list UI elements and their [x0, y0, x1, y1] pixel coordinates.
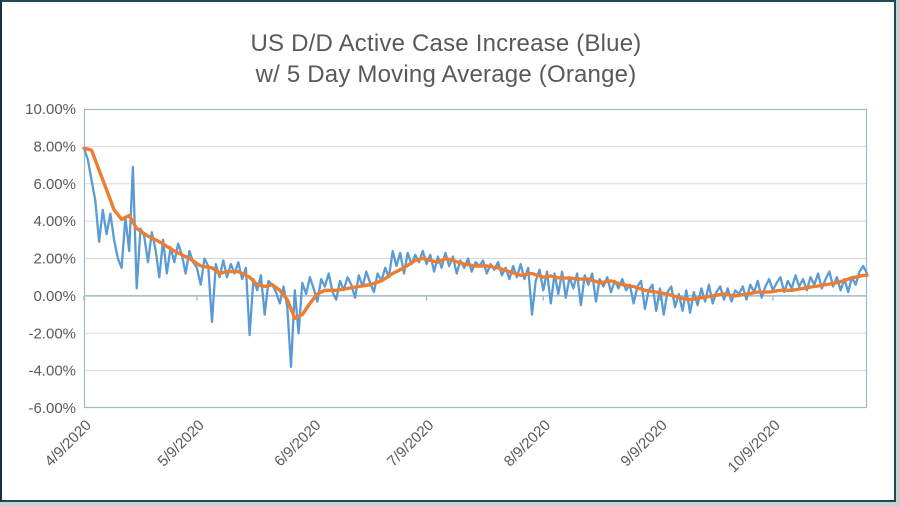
x-axis-label: 7/9/2020: [384, 417, 437, 470]
y-axis-label: -4.00%: [28, 363, 76, 380]
x-axis-label: 4/9/2020: [42, 417, 95, 470]
x-axis-label: 5/9/2020: [154, 417, 207, 470]
y-axis-label: 2.00%: [33, 251, 76, 268]
y-axis-label: -6.00%: [28, 400, 76, 417]
y-axis-label: 4.00%: [33, 213, 76, 230]
x-axis-label: 9/9/2020: [617, 417, 670, 470]
moving-average-series-line: [82, 146, 869, 320]
x-axis-label: 8/9/2020: [501, 417, 554, 470]
daily-increase-series-line: [82, 147, 869, 369]
y-axis-label: 8.00%: [33, 138, 76, 155]
x-axis-label: 10/9/2020: [725, 417, 784, 476]
x-axis-label: 6/9/2020: [271, 417, 324, 470]
chart-title-line1: US D/D Active Case Increase (Blue): [250, 30, 642, 57]
plot-area-border: [83, 108, 868, 409]
y-axis-label: -2.00%: [28, 325, 76, 342]
chart-title-line2: w/ 5 Day Moving Average (Orange): [255, 61, 637, 88]
y-axis-label: 6.00%: [33, 176, 76, 193]
y-axis-label: 10.00%: [25, 101, 76, 118]
y-axis-label: 0.00%: [33, 288, 76, 305]
chart-title: US D/D Active Case Increase (Blue) w/ 5 …: [46, 28, 846, 90]
